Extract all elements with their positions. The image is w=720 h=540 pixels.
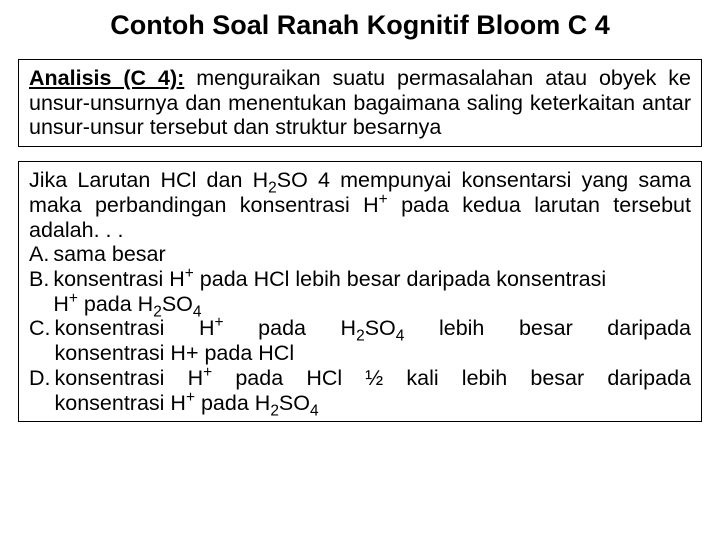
text-part: konsentrasi H [55,316,215,340]
subscript: 2 [270,402,279,419]
text-part: lebih besar daripada [404,316,691,340]
option-letter: A. [29,242,49,267]
text-part: konsentrasi H [55,391,186,415]
option-text: konsentrasi H+ pada HCl ½ kali lebih bes… [51,366,692,415]
text-part: H [53,292,69,316]
definition-text: Analisis (C 4): menguraikan suatu permas… [29,66,691,140]
option-letter: D. [29,366,51,415]
text-part: SO [279,391,310,415]
subscript: 2 [356,328,365,345]
text-part: pada H [224,316,357,340]
text-part: pada H [195,391,270,415]
text-part: konsentrasi H [53,267,184,291]
stem-part: Jika Larutan HCl dan H [29,168,268,192]
option-c: C. konsentrasi H+ pada H2SO4 lebih besar… [29,316,691,365]
option-b: B. konsentrasi H+ pada HCl lebih besar d… [29,267,691,316]
option-a: A. sama besar [29,242,691,267]
option-text: konsentrasi H+ pada HCl lebih besar dari… [49,267,691,316]
subscript: 4 [310,402,319,419]
slide-title: Contoh Soal Ranah Kognitif Bloom C 4 [0,0,720,59]
options-list: A. sama besar B. konsentrasi H+ pada HCl… [29,242,691,415]
text-part: pada HCl lebih besar daripada konsentras… [194,267,606,291]
option-text: konsentrasi H+ pada H2SO4 lebih besar da… [51,316,692,365]
question-box: Jika Larutan HCl dan H2SO 4 mempunyai ko… [18,161,702,422]
superscript: + [186,388,195,405]
definition-heading: Analisis (C 4): [29,66,184,90]
definition-box: Analisis (C 4): menguraikan suatu permas… [18,59,702,147]
text-part: konsentrasi H+ pada HCl [55,341,295,365]
option-text: sama besar [49,242,691,267]
superscript: + [69,290,78,307]
option-letter: C. [29,316,51,365]
option-letter: B. [29,267,49,316]
question-stem: Jika Larutan HCl dan H2SO 4 mempunyai ko… [29,168,691,242]
text-part: pada HCl ½ kali lebih besar daripada [212,366,691,390]
superscript: + [379,191,388,208]
text-part: SO [162,292,193,316]
option-d: D. konsentrasi H+ pada HCl ½ kali lebih … [29,366,691,415]
superscript: + [185,265,194,282]
text-part: konsentrasi H [55,366,204,390]
superscript: + [215,314,224,331]
superscript: + [203,364,212,381]
text-part: SO [365,316,396,340]
text-part: pada H [78,292,153,316]
